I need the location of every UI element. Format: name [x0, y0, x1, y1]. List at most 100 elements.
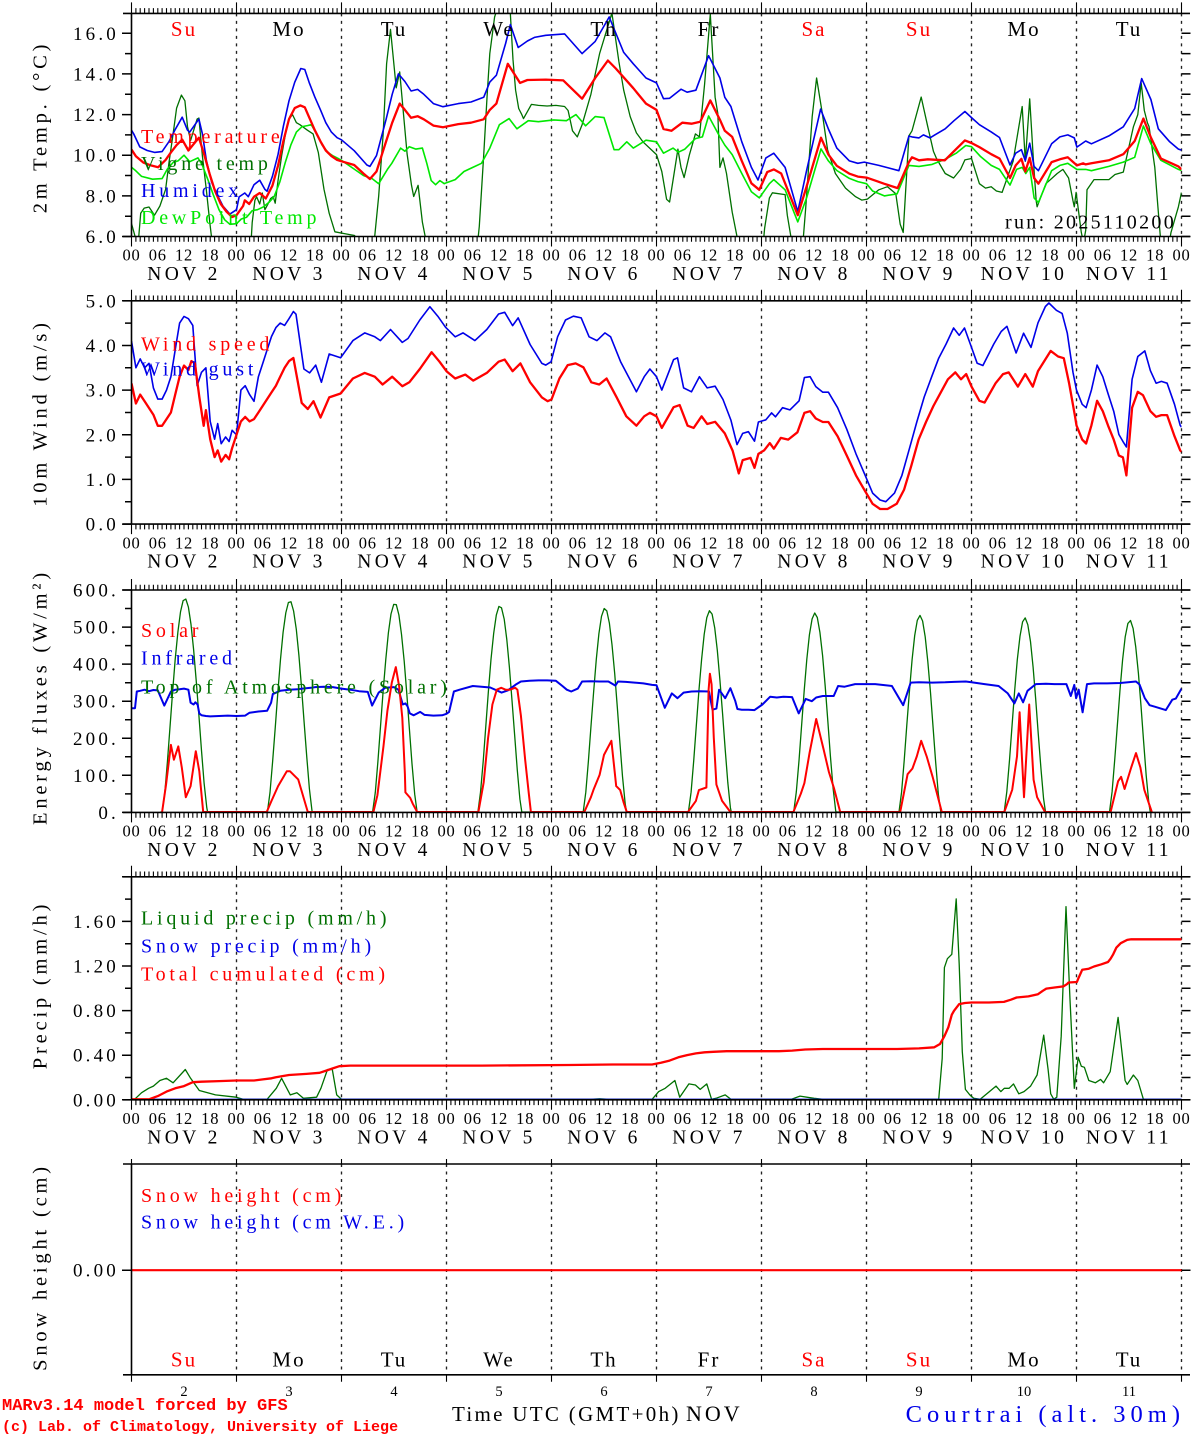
svg-text:Snow height (cm): Snow height (cm) [30, 1163, 52, 1371]
svg-text:NOV 3: NOV 3 [252, 840, 326, 861]
svg-text:00: 00 [647, 1109, 665, 1128]
svg-text:18: 18 [1146, 246, 1164, 265]
svg-text:NOV 3: NOV 3 [252, 264, 326, 285]
svg-text:NOV 2: NOV 2 [147, 840, 221, 861]
svg-text:NOV 9: NOV 9 [882, 840, 956, 861]
svg-text:12: 12 [700, 533, 718, 552]
svg-text:00: 00 [962, 533, 980, 552]
svg-text:12.0: 12.0 [73, 105, 119, 126]
svg-text:18: 18 [831, 246, 849, 265]
svg-text:NOV 9: NOV 9 [882, 1127, 956, 1148]
svg-text:18: 18 [1041, 822, 1059, 841]
svg-text:NOV 11: NOV 11 [1086, 1127, 1172, 1148]
svg-text:Su: Su [171, 17, 197, 41]
svg-text:18: 18 [516, 246, 534, 265]
svg-text:NOV 9: NOV 9 [882, 264, 956, 285]
svg-text:00: 00 [857, 822, 875, 841]
svg-text:Infrared: Infrared [141, 648, 236, 670]
svg-text:18: 18 [621, 822, 639, 841]
svg-text:NOV 7: NOV 7 [672, 1127, 746, 1148]
svg-text:18: 18 [201, 533, 219, 552]
svg-text:18: 18 [1041, 246, 1059, 265]
svg-text:12: 12 [700, 822, 718, 841]
svg-text:12: 12 [1120, 822, 1138, 841]
svg-text:06: 06 [569, 246, 587, 265]
svg-text:18: 18 [411, 533, 429, 552]
svg-text:Mo: Mo [272, 17, 305, 41]
svg-text:06: 06 [359, 246, 377, 265]
svg-text:NOV 6: NOV 6 [567, 840, 641, 861]
svg-text:00: 00 [1172, 533, 1190, 552]
svg-text:NOV 6: NOV 6 [567, 552, 641, 573]
svg-text:1.0: 1.0 [86, 470, 119, 491]
svg-text:06: 06 [359, 1109, 377, 1128]
svg-text:Courtrai (alt. 30m): Courtrai (alt. 30m) [906, 1401, 1185, 1428]
svg-text:18: 18 [726, 533, 744, 552]
svg-text:0.40: 0.40 [73, 1046, 119, 1067]
svg-text:NOV 3: NOV 3 [252, 1127, 326, 1148]
svg-text:00: 00 [437, 1109, 455, 1128]
svg-text:2: 2 [180, 1384, 187, 1400]
svg-text:1.60: 1.60 [73, 912, 119, 933]
svg-text:18: 18 [936, 1109, 954, 1128]
svg-text:06: 06 [674, 1109, 692, 1128]
svg-text:18: 18 [306, 1109, 324, 1128]
svg-text:Su: Su [906, 17, 932, 41]
svg-text:06: 06 [254, 246, 272, 265]
svg-text:Sa: Sa [802, 1348, 827, 1372]
svg-text:NOV 3: NOV 3 [252, 552, 326, 573]
svg-text:06: 06 [569, 822, 587, 841]
svg-text:00: 00 [647, 822, 665, 841]
svg-text:06: 06 [359, 533, 377, 552]
svg-text:Liquid precip (mm/h): Liquid precip (mm/h) [141, 908, 390, 930]
svg-text:18: 18 [831, 533, 849, 552]
svg-text:18: 18 [936, 246, 954, 265]
svg-text:06: 06 [674, 246, 692, 265]
svg-text:06: 06 [674, 822, 692, 841]
svg-text:00: 00 [227, 533, 245, 552]
svg-text:00: 00 [227, 822, 245, 841]
svg-text:12: 12 [490, 246, 508, 265]
svg-text:12: 12 [700, 246, 718, 265]
svg-text:06: 06 [254, 822, 272, 841]
svg-text:300.: 300. [73, 692, 119, 713]
svg-text:NOV 8: NOV 8 [777, 552, 851, 573]
svg-text:06: 06 [779, 822, 797, 841]
svg-text:00: 00 [647, 533, 665, 552]
svg-text:Mo: Mo [1007, 17, 1040, 41]
svg-text:0.80: 0.80 [73, 1001, 119, 1022]
svg-text:Tu: Tu [381, 17, 408, 41]
svg-text:18: 18 [1146, 1109, 1164, 1128]
svg-text:00: 00 [1067, 822, 1085, 841]
svg-text:12: 12 [805, 533, 823, 552]
svg-text:12: 12 [175, 822, 193, 841]
svg-text:(c) Lab. of Climatology, Unive: (c) Lab. of Climatology, University of L… [2, 1419, 398, 1436]
svg-text:NOV 11: NOV 11 [1086, 840, 1172, 861]
svg-text:NOV 11: NOV 11 [1086, 552, 1172, 573]
svg-text:MARv3.14 model forced by GFS: MARv3.14 model forced by GFS [2, 1397, 288, 1416]
svg-text:18: 18 [831, 1109, 849, 1128]
svg-text:NOV 8: NOV 8 [777, 1127, 851, 1148]
svg-text:18: 18 [516, 822, 534, 841]
svg-text:06: 06 [569, 533, 587, 552]
svg-text:12: 12 [280, 1109, 298, 1128]
svg-text:3.0: 3.0 [86, 381, 119, 402]
svg-text:00: 00 [437, 533, 455, 552]
svg-text:18: 18 [726, 1109, 744, 1128]
svg-text:18: 18 [831, 822, 849, 841]
svg-text:Top of Atmosphere (Solar): Top of Atmosphere (Solar) [141, 677, 451, 699]
svg-text:06: 06 [989, 1109, 1007, 1128]
svg-text:2.0: 2.0 [86, 425, 119, 446]
svg-text:Tu: Tu [381, 1348, 408, 1372]
svg-text:12: 12 [595, 246, 613, 265]
svg-text:12: 12 [805, 1109, 823, 1128]
svg-text:00: 00 [1067, 246, 1085, 265]
svg-text:NOV 4: NOV 4 [357, 552, 431, 573]
svg-text:Sa: Sa [802, 17, 827, 41]
svg-text:400.: 400. [73, 655, 119, 676]
svg-text:100.: 100. [73, 766, 119, 787]
svg-text:NOV 7: NOV 7 [672, 552, 746, 573]
svg-text:06: 06 [989, 533, 1007, 552]
svg-text:NOV 7: NOV 7 [672, 264, 746, 285]
svg-text:Su: Su [906, 1348, 932, 1372]
